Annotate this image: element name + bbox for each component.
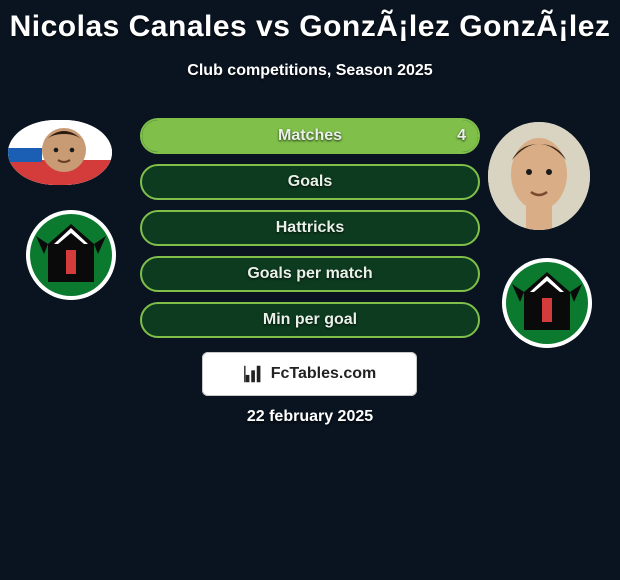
- subtitle: Club competitions, Season 2025: [0, 62, 620, 80]
- page-title: Nicolas Canales vs GonzÃ¡lez GonzÃ¡lez: [0, 0, 620, 44]
- player-face-icon: [8, 120, 112, 185]
- stat-bar-track: [140, 302, 480, 338]
- brand-link[interactable]: FcTables.com: [202, 352, 417, 396]
- stats-panel: Matches 4 Goals Hattricks Goals per matc…: [140, 118, 480, 348]
- stat-bar-track: [140, 256, 480, 292]
- player-right-club-badge: [502, 258, 592, 348]
- stat-row-matches: Matches 4: [140, 118, 480, 154]
- stat-bar-fill: [142, 120, 478, 152]
- club-badge-icon: [26, 210, 116, 300]
- player-face-icon: [488, 122, 590, 230]
- player-right-avatar: [488, 122, 590, 230]
- stat-bar-track: [140, 210, 480, 246]
- stat-row-hattricks: Hattricks: [140, 210, 480, 246]
- bar-chart-icon: [243, 363, 265, 385]
- stat-row-goals: Goals: [140, 164, 480, 200]
- club-badge-icon: [502, 258, 592, 348]
- player-left-avatar: [8, 120, 112, 185]
- stat-row-min-per-goal: Min per goal: [140, 302, 480, 338]
- stat-bar-track: [140, 118, 480, 154]
- stat-bar-track: [140, 164, 480, 200]
- brand-text: FcTables.com: [271, 365, 377, 383]
- infographic-date: 22 february 2025: [0, 408, 620, 426]
- stat-row-goals-per-match: Goals per match: [140, 256, 480, 292]
- player-left-club-badge: [26, 210, 116, 300]
